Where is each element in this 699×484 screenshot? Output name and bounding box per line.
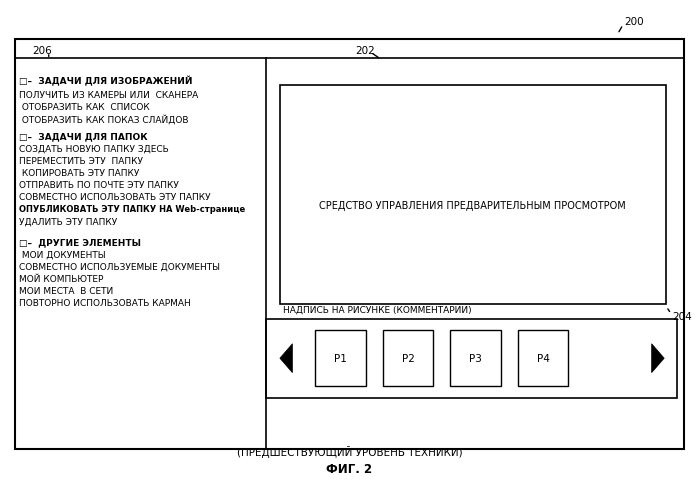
Bar [518, 331, 568, 386]
Text: ОТОБРАЗИТЬ КАК ПОКАЗ СЛАЙДОВ: ОТОБРАЗИТЬ КАК ПОКАЗ СЛАЙДОВ [19, 114, 188, 124]
Polygon shape [280, 344, 292, 373]
Polygon shape [651, 344, 664, 373]
Text: ФИГ. 2: ФИГ. 2 [326, 462, 373, 475]
Text: НАДПИСЬ НА РИСУНКЕ (КОММЕНТАРИИ): НАДПИСЬ НА РИСУНКЕ (КОММЕНТАРИИ) [283, 305, 472, 314]
Text: (ПРЕДШЕСТВУЮЩИЙ УРОВЕНЬ ТЕХНИКИ): (ПРЕДШЕСТВУЮЩИЙ УРОВЕНЬ ТЕХНИКИ) [237, 445, 462, 457]
Text: 204: 204 [672, 312, 691, 321]
Bar [266, 319, 677, 398]
Text: СОВМЕСТНО ИСПОЛЬЗУЕМЫЕ ДОКУМЕНТЫ: СОВМЕСТНО ИСПОЛЬЗУЕМЫЕ ДОКУМЕНТЫ [19, 262, 219, 272]
Text: P4: P4 [537, 353, 549, 363]
Text: 200: 200 [624, 17, 644, 27]
Text: МОЙ КОМПЬЮТЕР: МОЙ КОМПЬЮТЕР [19, 274, 103, 284]
Text: P1: P1 [334, 353, 347, 363]
Text: СОЗДАТЬ НОВУЮ ПАПКУ ЗДЕСЬ: СОЗДАТЬ НОВУЮ ПАПКУ ЗДЕСЬ [19, 145, 168, 153]
Text: УДАЛИТЬ ЭТУ ПАПКУ: УДАЛИТЬ ЭТУ ПАПКУ [19, 217, 117, 226]
Bar [383, 331, 433, 386]
Text: ОТОБРАЗИТЬ КАК  СПИСОК: ОТОБРАЗИТЬ КАК СПИСОК [19, 103, 150, 112]
Bar [15, 40, 684, 449]
Text: ПЕРЕМЕСТИТЬ ЭТУ  ПАПКУ: ПЕРЕМЕСТИТЬ ЭТУ ПАПКУ [19, 157, 143, 166]
Text: 206: 206 [33, 46, 52, 56]
Bar [315, 331, 366, 386]
Text: P3: P3 [469, 353, 482, 363]
Bar [450, 331, 500, 386]
Text: P2: P2 [401, 353, 415, 363]
Text: СОВМЕСТНО ИСПОЛЬЗОВАТЬ ЭТУ ПАПКУ: СОВМЕСТНО ИСПОЛЬЗОВАТЬ ЭТУ ПАПКУ [19, 193, 210, 202]
Text: ПОЛУЧИТЬ ИЗ КАМЕРЫ ИЛИ  СКАНЕРА: ПОЛУЧИТЬ ИЗ КАМЕРЫ ИЛИ СКАНЕРА [19, 91, 198, 100]
Text: ОПУБЛИКОВАТЬ ЭТУ ПАПКУ НА Web-странице: ОПУБЛИКОВАТЬ ЭТУ ПАПКУ НА Web-странице [19, 205, 245, 214]
Text: МОИ ДОКУМЕНТЫ: МОИ ДОКУМЕНТЫ [19, 251, 106, 259]
Text: □–  ЗАДАЧИ ДЛЯ ПАПОК: □– ЗАДАЧИ ДЛЯ ПАПОК [19, 132, 147, 141]
Text: ОТПРАВИТЬ ПО ПОЧТЕ ЭТУ ПАПКУ: ОТПРАВИТЬ ПО ПОЧТЕ ЭТУ ПАПКУ [19, 181, 179, 190]
Bar [280, 86, 666, 304]
Text: КОПИРОВАТЬ ЭТУ ПАПКУ: КОПИРОВАТЬ ЭТУ ПАПКУ [19, 169, 139, 178]
Text: □–  ДРУГИЕ ЭЛЕМЕНТЫ: □– ДРУГИЕ ЭЛЕМЕНТЫ [19, 238, 140, 246]
Text: ПОВТОРНО ИСПОЛЬЗОВАТЬ КАРМАН: ПОВТОРНО ИСПОЛЬЗОВАТЬ КАРМАН [19, 299, 191, 308]
Text: СРЕДСТВО УПРАВЛЕНИЯ ПРЕДВАРИТЕЛЬНЫМ ПРОСМОТРОМ: СРЕДСТВО УПРАВЛЕНИЯ ПРЕДВАРИТЕЛЬНЫМ ПРОС… [319, 201, 626, 211]
Text: 202: 202 [355, 46, 375, 56]
Text: □–  ЗАДАЧИ ДЛЯ ИЗОБРАЖЕНИЙ: □– ЗАДАЧИ ДЛЯ ИЗОБРАЖЕНИЙ [19, 76, 192, 86]
Text: МОИ МЕСТА  В СЕТИ: МОИ МЕСТА В СЕТИ [19, 287, 113, 296]
